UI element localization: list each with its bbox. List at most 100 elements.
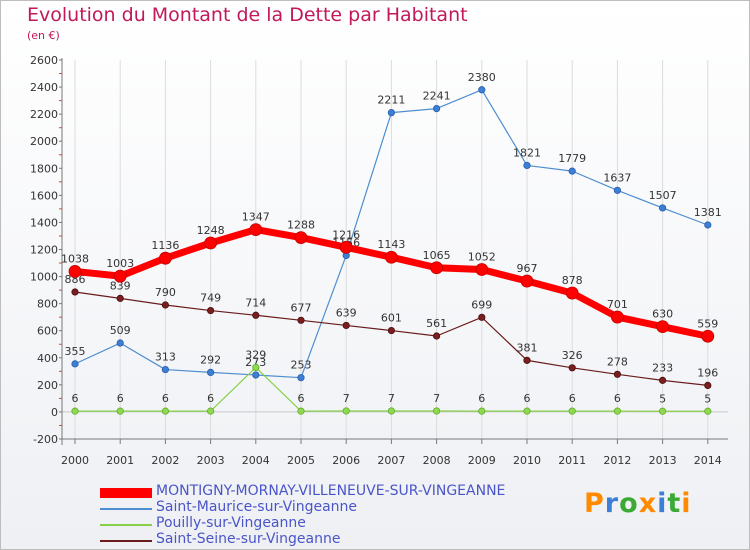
data-label: 509 <box>110 324 131 337</box>
y-tick-label: 1000 <box>30 271 58 284</box>
data-point <box>613 186 622 194</box>
data-point <box>297 316 305 324</box>
data-point <box>297 374 305 382</box>
data-point <box>704 381 712 389</box>
data-point <box>249 223 263 237</box>
x-tick-label: 2003 <box>197 454 225 467</box>
data-label: 1003 <box>106 257 134 270</box>
x-tick-label: 2000 <box>61 454 89 467</box>
data-label: 7 <box>343 392 350 405</box>
logo-letter: o <box>619 488 639 519</box>
data-label: 6 <box>117 392 124 405</box>
data-label: 1821 <box>513 146 541 159</box>
x-tick-label: 2013 <box>649 454 677 467</box>
data-label: 278 <box>607 355 628 368</box>
y-tick-label: 600 <box>37 325 58 338</box>
data-point <box>520 274 534 288</box>
y-axis: -200 0 200 400 600 800 1000 1200 1400 1600 1800 200… <box>30 54 63 446</box>
data-label: 6 <box>207 392 214 405</box>
data-point <box>387 109 395 117</box>
data-point <box>116 339 124 347</box>
data-point <box>297 407 305 415</box>
x-axis: 2000 2001 2002 2003 2004 2005 2006 2007 2008 2009… <box>61 438 728 467</box>
data-point <box>71 288 79 296</box>
logo-letter: i <box>681 488 692 519</box>
y-tick-label: 200 <box>37 379 58 392</box>
data-point <box>565 286 579 300</box>
series-3: 886 839 790 749 714 677 639 601 561 699 381 326 278 2… <box>65 273 718 389</box>
chart-title: Evolution du Montant de la Dette par Hab… <box>27 4 468 26</box>
data-label: 2380 <box>468 71 496 84</box>
data-point <box>342 321 350 330</box>
y-tick-label: 0 <box>51 406 58 419</box>
data-point <box>207 306 215 315</box>
data-point <box>161 407 169 415</box>
data-label: 6 <box>524 392 531 405</box>
data-label: 1143 <box>377 238 405 251</box>
data-label: 273 <box>245 356 266 369</box>
data-label: 7 <box>433 392 440 405</box>
logo-letter: x <box>638 488 658 519</box>
data-label: 677 <box>291 301 312 314</box>
logo-letter: r <box>604 488 620 519</box>
y-tick-label: 400 <box>37 352 58 365</box>
data-point <box>207 407 215 415</box>
x-tick-label: 2005 <box>287 454 315 467</box>
data-label: 967 <box>517 262 538 275</box>
data-point <box>613 407 622 415</box>
data-label: 601 <box>381 312 402 325</box>
data-point <box>475 263 489 276</box>
data-label: 7 <box>388 392 395 405</box>
data-point <box>704 407 712 415</box>
y-tick-label: -200 <box>33 433 58 446</box>
data-point <box>339 240 353 254</box>
data-point <box>656 320 669 334</box>
legend-swatch <box>100 524 152 526</box>
x-tick-label: 2004 <box>242 454 270 467</box>
data-point <box>387 326 395 335</box>
data-point <box>568 167 576 175</box>
legend-swatch <box>100 488 152 498</box>
data-label: 714 <box>245 296 266 309</box>
data-label: 1347 <box>242 211 270 224</box>
data-label: 639 <box>336 306 357 319</box>
data-label: 559 <box>697 317 718 330</box>
data-label: 196 <box>697 366 718 379</box>
data-label: 1381 <box>694 206 722 219</box>
data-label: 326 <box>562 349 583 362</box>
series-group: 3555093132922732531156221122412380182117… <box>61 71 722 415</box>
data-point <box>432 332 441 340</box>
data-label: 313 <box>155 351 176 364</box>
y-tick-label: 2000 <box>30 135 58 148</box>
data-point <box>252 363 260 371</box>
data-point <box>430 261 444 275</box>
data-point <box>432 104 441 113</box>
y-tick-label: 1600 <box>30 189 58 202</box>
data-point <box>342 407 350 415</box>
data-label: 1779 <box>558 152 586 165</box>
chart-subtitle: (en €) <box>27 29 60 42</box>
data-label: 1288 <box>287 219 315 232</box>
y-tick-label: 1400 <box>30 216 58 229</box>
logo-letter: t <box>667 488 682 519</box>
logo-letter: P <box>584 488 605 519</box>
x-tick-label: 2007 <box>377 454 405 467</box>
x-tick-label: 2011 <box>558 454 586 467</box>
data-label: 1216 <box>332 228 360 241</box>
data-label: 699 <box>471 298 492 311</box>
data-point <box>523 356 531 364</box>
y-tick-label: 2600 <box>30 54 58 67</box>
data-label: 6 <box>298 392 305 405</box>
data-label: 329 <box>245 348 266 361</box>
data-point <box>158 251 172 265</box>
data-label: 381 <box>517 341 538 354</box>
data-point <box>478 313 486 321</box>
data-point <box>252 371 260 379</box>
data-label: 749 <box>200 292 221 305</box>
data-label: 1248 <box>197 224 225 237</box>
x-tick-label: 2009 <box>468 454 496 467</box>
data-point <box>113 269 127 283</box>
data-label: 355 <box>65 345 86 358</box>
y-tick-label: 1800 <box>30 162 58 175</box>
data-label: 1052 <box>468 251 496 264</box>
